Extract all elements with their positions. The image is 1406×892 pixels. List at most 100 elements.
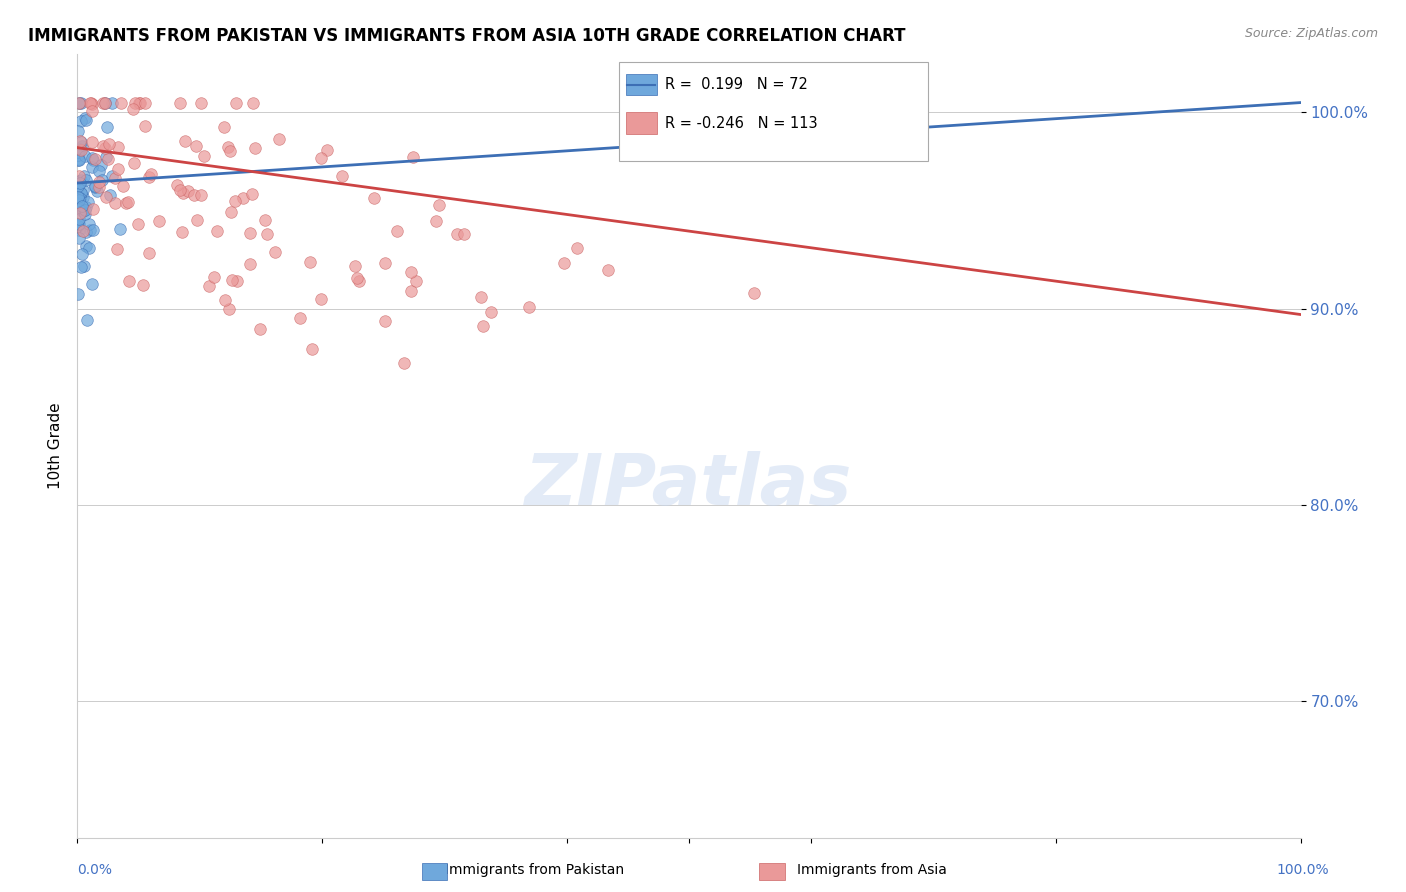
Immigrants from Asia [239,227,262,241]
Immigrants from Pakistan [77,218,100,232]
Text: Immigrants from Asia: Immigrants from Asia [797,863,946,877]
Immigrants from Asia [401,284,423,298]
Immigrants from Asia [218,301,240,316]
Immigrants from Asia [344,259,367,273]
Immigrants from Asia [89,175,111,189]
Immigrants from Asia [374,314,396,328]
Immigrants from Asia [87,180,110,194]
Immigrants from Asia [405,274,427,288]
Immigrants from Asia [134,120,156,134]
Immigrants from Pakistan [79,222,101,236]
Immigrants from Asia [517,300,540,314]
Immigrants from Pakistan [67,176,90,190]
Immigrants from Asia [330,169,353,184]
Immigrants from Asia [69,134,91,148]
Immigrants from Pakistan [66,148,89,162]
Immigrants from Asia [742,285,765,300]
Immigrants from Asia [138,246,160,260]
Text: R =  0.199   N = 72: R = 0.199 N = 72 [665,78,808,92]
Immigrants from Pakistan [67,223,90,237]
Immigrants from Pakistan [94,95,117,110]
Immigrants from Asia [104,196,127,211]
Immigrants from Pakistan [89,164,111,178]
Immigrants from Pakistan [86,184,108,198]
Immigrants from Asia [402,150,425,164]
Immigrants from Asia [80,96,103,111]
Immigrants from Asia [186,138,208,153]
Text: IMMIGRANTS FROM PAKISTAN VS IMMIGRANTS FROM ASIA 10TH GRADE CORRELATION CHART: IMMIGRANTS FROM PAKISTAN VS IMMIGRANTS F… [28,27,905,45]
Immigrants from Asia [69,205,91,219]
Immigrants from Asia [190,188,212,202]
Immigrants from Pakistan [98,188,121,202]
Immigrants from Asia [124,95,146,110]
Immigrants from Pakistan [67,153,90,168]
Immigrants from Asia [446,227,468,241]
Text: Source: ZipAtlas.com: Source: ZipAtlas.com [1244,27,1378,40]
Immigrants from Asia [70,143,93,157]
Immigrants from Asia [232,191,254,205]
Immigrants from Pakistan [66,178,89,193]
Immigrants from Asia [122,156,145,170]
Immigrants from Pakistan [69,186,91,201]
Immigrants from Asia [91,139,114,153]
Immigrants from Pakistan [67,145,90,159]
Immigrants from Asia [240,187,263,202]
Immigrants from Asia [212,120,235,134]
Immigrants from Pakistan [69,193,91,207]
Immigrants from Asia [139,167,162,181]
Immigrants from Asia [110,95,132,110]
Immigrants from Pakistan [100,95,122,110]
Immigrants from Asia [202,270,225,285]
Immigrants from Asia [214,293,236,308]
Immigrants from Pakistan [73,149,96,163]
Immigrants from Pakistan [90,158,112,172]
Immigrants from Asia [471,318,494,333]
Immigrants from Pakistan [69,142,91,156]
Immigrants from Asia [132,278,155,293]
Immigrants from Pakistan [82,277,104,291]
Immigrants from Asia [197,279,219,293]
Immigrants from Pakistan [69,95,91,110]
Immigrants from Pakistan [75,203,97,218]
Immigrants from Asia [107,162,129,177]
Immigrants from Asia [596,263,619,277]
Immigrants from Pakistan [70,198,93,212]
Immigrants from Asia [134,95,156,110]
Immigrants from Asia [256,227,278,241]
Immigrants from Asia [173,134,195,148]
Immigrants from Pakistan [66,153,89,168]
Immigrants from Pakistan [72,184,94,198]
Immigrants from Asia [193,149,215,163]
Immigrants from Asia [169,95,191,110]
Immigrants from Pakistan [77,194,100,209]
Text: ZIPatlas: ZIPatlas [526,450,852,520]
Immigrants from Asia [363,191,385,205]
Immigrants from Asia [249,322,271,336]
Immigrants from Asia [392,356,415,370]
Immigrants from Asia [225,95,247,110]
Immigrants from Asia [239,257,262,271]
Immigrants from Pakistan [79,241,101,255]
Immigrants from Asia [453,227,475,241]
Immigrants from Pakistan [66,217,89,231]
Immigrants from Pakistan [96,150,118,164]
Immigrants from Asia [169,183,191,197]
Immigrants from Pakistan [91,173,114,187]
Immigrants from Asia [105,242,128,256]
Immigrants from Asia [264,245,287,260]
Immigrants from Asia [67,95,90,110]
Immigrants from Pakistan [73,207,96,221]
Immigrants from Asia [219,204,242,219]
Immigrants from Asia [107,139,129,153]
Immigrants from Asia [84,152,107,166]
Immigrants from Asia [172,225,194,239]
Immigrants from Pakistan [72,190,94,204]
Immigrants from Pakistan [70,247,93,261]
Immigrants from Pakistan [69,176,91,190]
Immigrants from Pakistan [69,191,91,205]
Immigrants from Asia [315,143,337,157]
Immigrants from Asia [82,103,104,118]
Immigrants from Pakistan [108,222,131,236]
Immigrants from Pakistan [76,225,98,239]
Immigrants from Asia [309,151,332,165]
